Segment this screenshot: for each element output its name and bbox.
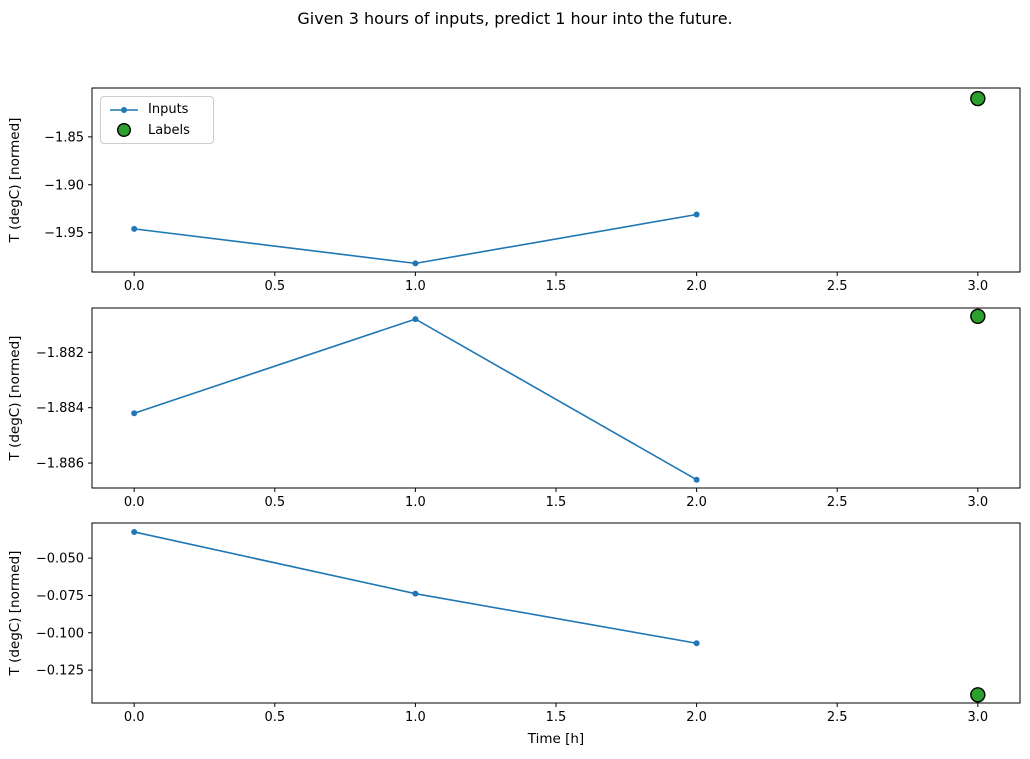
x-tick-label: 2.0 <box>686 279 707 294</box>
y-axis-label-subplot-2: T (degC) [normed] <box>7 335 23 461</box>
inputs-marker <box>131 528 138 535</box>
y-tick-label: −1.95 <box>44 226 84 241</box>
y-tick-label: −1.886 <box>36 457 84 472</box>
inputs-line <box>133 318 698 481</box>
legend-item-inputs: Inputs <box>109 102 205 117</box>
y-tick-label: −0.100 <box>36 626 84 641</box>
x-tick-label: 0.5 <box>264 495 285 510</box>
x-tick-label: 0.5 <box>264 710 285 725</box>
labels-marker <box>970 308 986 325</box>
x-tick-label: 0.5 <box>264 279 285 294</box>
subplot-3: 0.0 0.5 1.0 1.5 2.0 2.5 3.0 −0.050 −0.075 −0.100 −… <box>36 522 1021 725</box>
labels-marker <box>970 687 986 703</box>
inputs-marker <box>412 316 419 323</box>
legend-item-labels: Labels <box>109 122 205 138</box>
y-tick-label: −0.125 <box>36 664 84 679</box>
x-tick-label: 1.5 <box>546 710 567 725</box>
x-axis-label: Time [h] <box>527 731 585 747</box>
x-tick-label: 1.0 <box>405 710 426 725</box>
y-tick-label: −0.075 <box>36 589 84 604</box>
inputs-marker <box>131 410 138 417</box>
inputs-line-icon <box>109 105 139 115</box>
axes-box <box>91 87 1021 273</box>
x-tick-label: 0.0 <box>124 710 145 725</box>
x-tick-label: 2.5 <box>827 279 848 294</box>
figure-title: Given 3 hours of inputs, predict 1 hour … <box>297 9 733 28</box>
inputs-marker <box>693 640 700 647</box>
x-tick-label: 3.0 <box>967 279 988 294</box>
x-tick-label: 2.0 <box>686 495 707 510</box>
y-axis-label-subplot-3: T (degC) [normed] <box>7 550 23 676</box>
y-tick-label: −0.050 <box>36 552 84 567</box>
x-tick-label: 0.0 <box>124 495 145 510</box>
axes-box <box>91 522 1021 704</box>
x-tick-label: 1.0 <box>405 279 426 294</box>
labels-marker <box>970 90 986 107</box>
inputs-line <box>134 531 697 645</box>
x-tick-label: 2.5 <box>827 495 848 510</box>
legend-label-labels: Labels <box>148 122 190 138</box>
x-tick-label: 3.0 <box>967 710 988 725</box>
x-tick-label: 1.5 <box>546 279 567 294</box>
inputs-marker <box>693 476 700 483</box>
inputs-marker <box>131 225 138 232</box>
subplot-2: 0.0 0.5 1.0 1.5 2.0 2.5 3.0 −1.882 −1.884 −1.886 <box>36 307 1021 510</box>
x-tick-label: 2.5 <box>827 710 848 725</box>
axes-box <box>91 307 1021 489</box>
inputs-marker <box>412 590 419 597</box>
x-tick-label: 3.0 <box>967 495 988 510</box>
y-tick-label: −1.90 <box>44 178 84 193</box>
y-tick-label: −1.884 <box>36 401 84 416</box>
x-tick-label: 1.5 <box>546 495 567 510</box>
inputs-line <box>134 213 697 265</box>
y-tick-label: −1.882 <box>36 346 84 361</box>
inputs-marker <box>693 211 700 218</box>
x-tick-label: 1.0 <box>405 495 426 510</box>
labels-dot-icon <box>109 122 139 138</box>
legend-label-inputs: Inputs <box>148 102 189 117</box>
y-tick-label: −1.85 <box>44 130 84 145</box>
y-axis-label-subplot-1: T (degC) [normed] <box>7 117 23 243</box>
x-tick-label: 0.0 <box>124 279 145 294</box>
subplot-1: 0.0 0.5 1.0 1.5 2.0 2.5 3.0 −1.85 −1.90 −1.95 <box>44 87 1021 294</box>
x-tick-label: 2.0 <box>686 710 707 725</box>
legend: Inputs Labels <box>100 96 214 144</box>
inputs-marker <box>412 260 419 267</box>
